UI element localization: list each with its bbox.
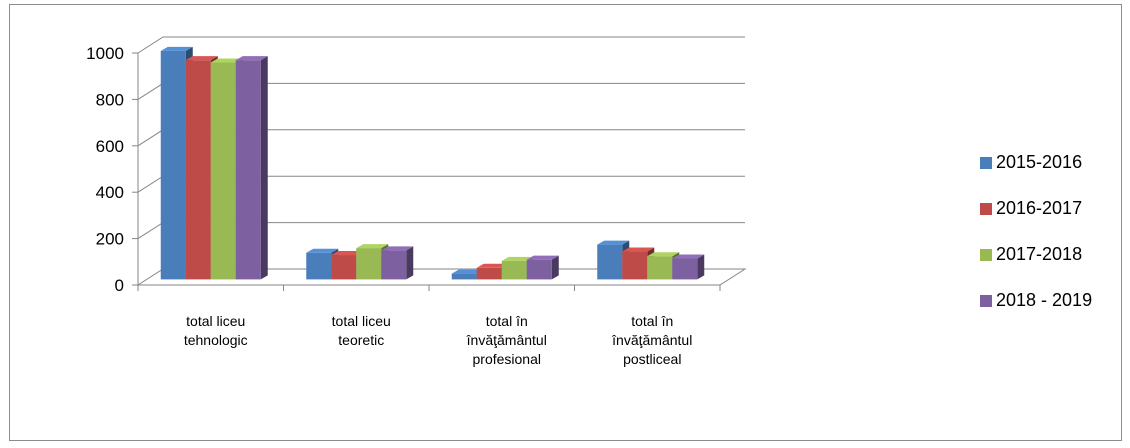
bar-front [476,267,502,280]
bar [235,56,268,280]
legend-swatch [980,157,992,169]
bar-top [451,269,484,274]
bar-top [476,263,509,268]
bar-side [260,56,268,280]
bar-top [501,256,534,261]
x-tick-label: total în [486,313,528,329]
legend: 2015-2016 2016-2017 2017-2018 2018 - 2019 [980,152,1092,310]
bar [672,254,705,280]
legend-swatch [980,249,992,261]
bar [526,255,559,280]
bar-front [622,251,648,280]
legend-swatch [980,203,992,215]
bar-top [306,248,339,253]
y-axis: 0 200 400 600 800 1000 [86,44,138,295]
y-tick-label: 1000 [86,44,124,63]
x-tick-label: total liceu [186,313,245,329]
bar-front [672,258,698,280]
bar-top [647,252,680,257]
x-tick-label: postliceal [623,351,681,367]
bar-top [160,46,193,51]
bar-front [185,60,211,280]
bar-front [331,255,357,280]
x-tick-label: tehnologic [184,332,248,348]
legend-swatch [980,295,992,307]
bar-top [235,56,268,61]
x-tick-label: total în [631,313,673,329]
legend-label: 2018 - 2019 [996,290,1092,310]
x-tick-label: total liceu [332,313,391,329]
bar-front [306,252,332,280]
bar-top [381,246,414,251]
bar-front [210,62,236,280]
chart-frame [9,4,1122,441]
gridline [137,36,745,54]
bar-top [597,240,630,245]
bar-front [451,273,477,280]
bar-side [406,246,414,280]
legend-label: 2016-2017 [996,198,1082,218]
x-axis: total liceu tehnologic total liceu teoretic… [137,285,721,367]
bar [381,246,414,280]
bars [160,46,705,280]
legend-label: 2015-2016 [996,152,1082,172]
bar-top [210,58,243,63]
y-tick-label: 800 [96,90,124,109]
x-tick-label: învăţământul [466,332,547,348]
x-tick-label: profesional [473,351,542,367]
bar-front [501,260,527,280]
x-tick-label: învăţământul [611,332,692,348]
bar-top [526,255,559,260]
bar [356,244,389,280]
y-tick-label: 0 [115,276,124,295]
y-tick-label: 200 [96,230,124,249]
legend-label: 2017-2018 [996,244,1082,264]
bar-side [551,255,559,280]
bar-front [160,50,186,280]
bar-top [185,56,218,61]
bar-side [697,254,705,280]
bar-front [356,248,382,280]
bar-top [622,247,655,252]
bar-front [526,259,552,280]
bar-top [672,254,705,259]
bar-top [331,251,364,256]
y-tick-label: 600 [96,137,124,156]
bar-front [647,256,673,280]
bar-front [235,60,261,280]
y-tick-label: 400 [96,183,124,202]
bar-top [356,244,389,249]
bar-front [381,250,407,280]
bar-front [597,244,623,280]
floor [136,268,747,286]
x-tick-label: teoretic [338,332,384,348]
